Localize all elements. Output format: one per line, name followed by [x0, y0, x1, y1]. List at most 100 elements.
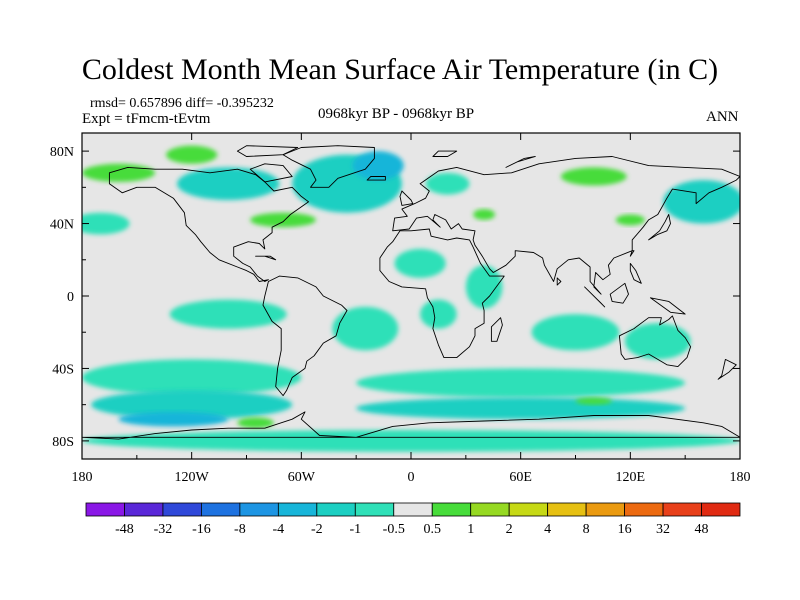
colorbar-label: -4 — [273, 522, 285, 537]
field-region-southern-ocean-core-1 — [91, 390, 293, 420]
coastline-sri-lanka — [556, 277, 562, 286]
colorbar: -48 -32 -16 -8 -4 -2 -1 -0.5 0.5 1 2 4 8 16 32 48 — [85, 502, 741, 537]
colorbar-box — [508, 502, 549, 517]
field-region-south-atlantic-negative — [332, 306, 399, 351]
coastline-taiwan — [629, 250, 635, 257]
coastline-greenland — [282, 145, 375, 188]
field-region-atlantic-band-positive — [250, 212, 316, 228]
field-region-southern-positive-patch-2 — [575, 397, 613, 405]
colorbar-label: -16 — [192, 522, 211, 537]
colorbar-label: -8 — [234, 522, 246, 537]
colorbar-box — [277, 502, 318, 517]
temperature-difference-field — [82, 145, 740, 452]
lon-tick-label: 120E — [616, 470, 646, 485]
colorbar-label: -2 — [311, 522, 323, 537]
colorbar-box — [624, 502, 664, 517]
colorbar-box — [470, 502, 510, 517]
colorbar-label: 2 — [506, 522, 513, 537]
coastline-sumatra — [584, 286, 606, 308]
map-axes: 80N 40N 0 40S 80S 180 120W 60W 0 60E 120E 180 — [50, 133, 751, 485]
coastlines — [82, 145, 740, 440]
field-region-canada-negative — [177, 167, 280, 201]
coastline-ellesmere-island — [236, 145, 299, 157]
field-region-eastern-pacific-negative — [169, 299, 287, 329]
coastline-antarctica — [82, 411, 740, 440]
coastline-baffin-island — [249, 163, 293, 183]
colorbar-label: -0.5 — [383, 522, 405, 537]
lon-tick-label: 120W — [175, 470, 210, 485]
coastline-africa — [379, 228, 505, 359]
lon-tick-label: 180 — [72, 470, 93, 485]
coastline-iceland — [366, 176, 386, 181]
lon-tick-label: 60W — [288, 470, 316, 485]
colorbar-label: -32 — [154, 522, 173, 537]
season-label: ANN — [706, 109, 739, 125]
colorbar-box — [585, 502, 625, 517]
lat-tick-label: 0 — [67, 290, 74, 305]
coastline-philippines — [629, 262, 642, 284]
field-region-central-africa-negative — [420, 299, 457, 329]
field-region-antarctic-coast-negative — [118, 411, 229, 427]
lat-tick-label: 40S — [52, 362, 74, 377]
field-region-southern-ocean-band-2 — [356, 368, 686, 398]
colorbar-box — [393, 502, 433, 517]
field-region-east-africa-negative — [465, 265, 503, 309]
rmsd-diff-label: rmsd= 0.657896 diff= -0.395232 — [90, 96, 274, 111]
coastline-australia — [618, 315, 692, 368]
colorbar-box — [431, 502, 472, 517]
colorbar-label: 32 — [656, 522, 670, 537]
colorbar-box — [547, 502, 587, 517]
field-region-europe-positive — [473, 209, 496, 220]
colorbar-box — [316, 502, 356, 517]
colorbar-label: 16 — [618, 522, 632, 537]
colorbar-box — [124, 502, 164, 517]
colorbar-label: -1 — [349, 522, 361, 537]
map-title: Coldest Month Mean Surface Air Temperatu… — [81, 53, 719, 86]
field-region-southern-ocean-band-1 — [82, 359, 302, 396]
field-region-sahara-negative — [394, 248, 446, 278]
colorbar-label: 48 — [695, 522, 709, 537]
colorbar-box — [162, 502, 202, 517]
colorbar-box — [701, 502, 741, 517]
colorbar-box — [662, 502, 702, 517]
coastline-novaya-zemlya — [505, 156, 536, 168]
colorbar-box — [201, 502, 241, 517]
field-region-nw-pacific-negative — [663, 180, 740, 224]
colorbar-box — [354, 502, 395, 517]
lon-tick-label: 0 — [408, 470, 415, 485]
lat-tick-label: 80N — [50, 145, 74, 160]
lat-tick-label: 40N — [50, 218, 74, 233]
period-label: 0968kyr BP - 0968kyr BP — [318, 106, 475, 122]
colorbar-label: 1 — [467, 522, 474, 537]
lat-tick-label: 80S — [52, 435, 74, 450]
field-region-australia-negative — [624, 323, 691, 360]
field-region-antarctic-negative — [82, 430, 740, 452]
coastline-new-guinea — [649, 297, 686, 315]
colorbar-box — [239, 502, 279, 517]
coastline-uk — [399, 190, 414, 206]
lon-tick-label: 60E — [509, 470, 532, 485]
colorbar-box — [85, 502, 125, 517]
colorbar-label: 0.5 — [423, 522, 441, 537]
coastline-new-zealand — [717, 358, 737, 380]
lon-tick-label: 180 — [730, 470, 751, 485]
experiment-label: Expt = tFmcm-tEvtm — [82, 111, 211, 127]
coastline-south-america — [262, 275, 348, 397]
coastline-japan — [648, 214, 671, 241]
field-region-east-asia-positive — [615, 214, 645, 226]
colorbar-label: 4 — [544, 522, 551, 537]
field-region-indian-ocean-negative — [531, 314, 620, 351]
field-region-greenland-sea-negative — [352, 151, 404, 181]
coastline-borneo — [609, 282, 629, 304]
field-region-alaska-positive — [82, 163, 156, 182]
field-region-siberia-positive — [560, 167, 627, 186]
colorbar-label: 8 — [583, 522, 590, 537]
coastline-madagascar — [490, 317, 503, 342]
field-region-southern-positive-patch-1 — [237, 417, 274, 429]
coastline-svalbard — [432, 150, 458, 157]
coastline-eurasia — [392, 156, 740, 295]
coastline-cuba — [255, 255, 277, 261]
field-region-arctic-positive — [166, 145, 218, 164]
field-region-scandinavia-negative — [425, 172, 470, 195]
